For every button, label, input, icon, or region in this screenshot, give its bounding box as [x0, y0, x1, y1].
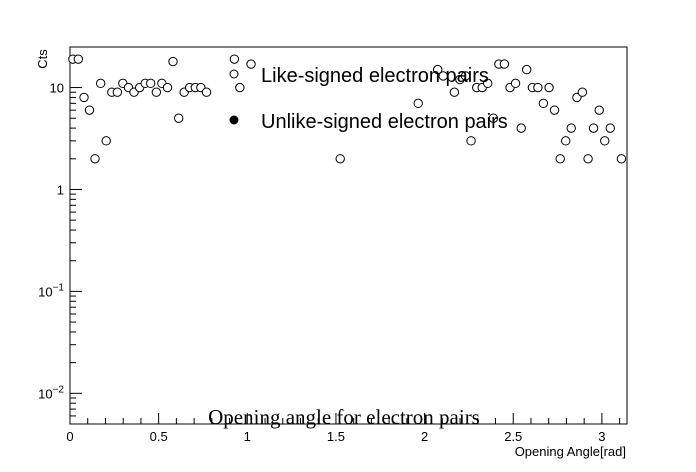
legend-label-like-signed: Like-signed electron pairs — [261, 65, 489, 87]
x-tick-label: 2.5 — [504, 429, 522, 444]
like-signed-point — [90, 154, 100, 164]
y-tick-label: 10 — [50, 81, 64, 96]
like-signed-point — [594, 105, 604, 115]
legend-marker-unlike-signed — [229, 115, 239, 125]
like-signed-point — [229, 54, 240, 64]
like-signed-point — [499, 59, 510, 69]
like-signed-point — [466, 136, 476, 146]
y-axis-title: Cts — [35, 49, 50, 69]
like-signed-point — [145, 78, 156, 89]
like-signed-point — [544, 82, 554, 93]
like-signed-point — [101, 136, 111, 146]
like-signed-point — [566, 123, 576, 133]
x-tick-label: 0.5 — [150, 429, 168, 444]
x-axis-title: Opening Angle[rad] — [515, 444, 626, 459]
x-tick-label: 2 — [421, 429, 428, 444]
y-tick-label: 1 — [57, 182, 64, 197]
like-signed-point — [168, 56, 178, 67]
legend-marker-like-signed — [229, 69, 239, 79]
y-tick-label: 10−2 — [38, 384, 64, 401]
like-signed-point — [549, 105, 560, 115]
like-signed-point — [413, 98, 423, 109]
like-signed-point — [79, 92, 89, 103]
like-signed-point — [588, 123, 599, 133]
like-signed-point — [246, 59, 256, 69]
legend: Like-signed electron pairs Unlike-signed… — [229, 65, 508, 133]
like-signed-point — [335, 154, 345, 164]
like-signed-point — [483, 78, 493, 89]
data-points — [68, 54, 627, 164]
like-signed-point — [438, 71, 448, 81]
like-signed-point — [605, 123, 615, 133]
like-signed-point — [538, 98, 549, 109]
like-signed-point — [522, 64, 532, 75]
like-signed-point — [162, 82, 173, 93]
like-signed-point — [555, 154, 565, 164]
plot-area-border — [69, 46, 628, 425]
like-signed-point — [235, 82, 245, 93]
like-signed-point — [577, 87, 588, 97]
like-signed-point — [600, 136, 610, 146]
chart-title: Opening angle for electron pairs — [208, 405, 480, 429]
like-signed-point — [201, 87, 212, 97]
x-axis: 0 0.5 1 1.5 2 2.5 3 — [66, 413, 621, 444]
like-signed-point — [510, 78, 521, 89]
x-tick-label: 1.5 — [327, 429, 345, 444]
like-signed-point — [533, 82, 543, 93]
like-signed-point — [460, 71, 471, 81]
like-signed-point — [488, 113, 499, 123]
plot-frame — [69, 46, 628, 425]
like-signed-point — [616, 154, 627, 164]
like-signed-point — [561, 136, 571, 146]
like-signed-point — [151, 87, 162, 97]
x-tick-label: 1 — [244, 429, 251, 444]
like-signed-point — [84, 105, 95, 115]
legend-label-unlike-signed: Unlike-signed electron pairs — [261, 111, 508, 133]
like-signed-point — [173, 113, 184, 123]
x-tick-label: 3 — [598, 429, 605, 444]
like-signed-point — [516, 123, 526, 133]
like-signed-point — [95, 78, 106, 89]
y-axis: 10−2 10−1 1 10 — [38, 56, 82, 425]
y-tick-label: 10−1 — [38, 282, 64, 299]
like-signed-point — [449, 87, 460, 97]
x-tick-label: 0 — [66, 429, 73, 444]
like-signed-point — [112, 87, 123, 97]
like-signed-point — [73, 54, 84, 64]
like-signed-point — [583, 154, 593, 164]
like-signed-point — [433, 64, 443, 75]
